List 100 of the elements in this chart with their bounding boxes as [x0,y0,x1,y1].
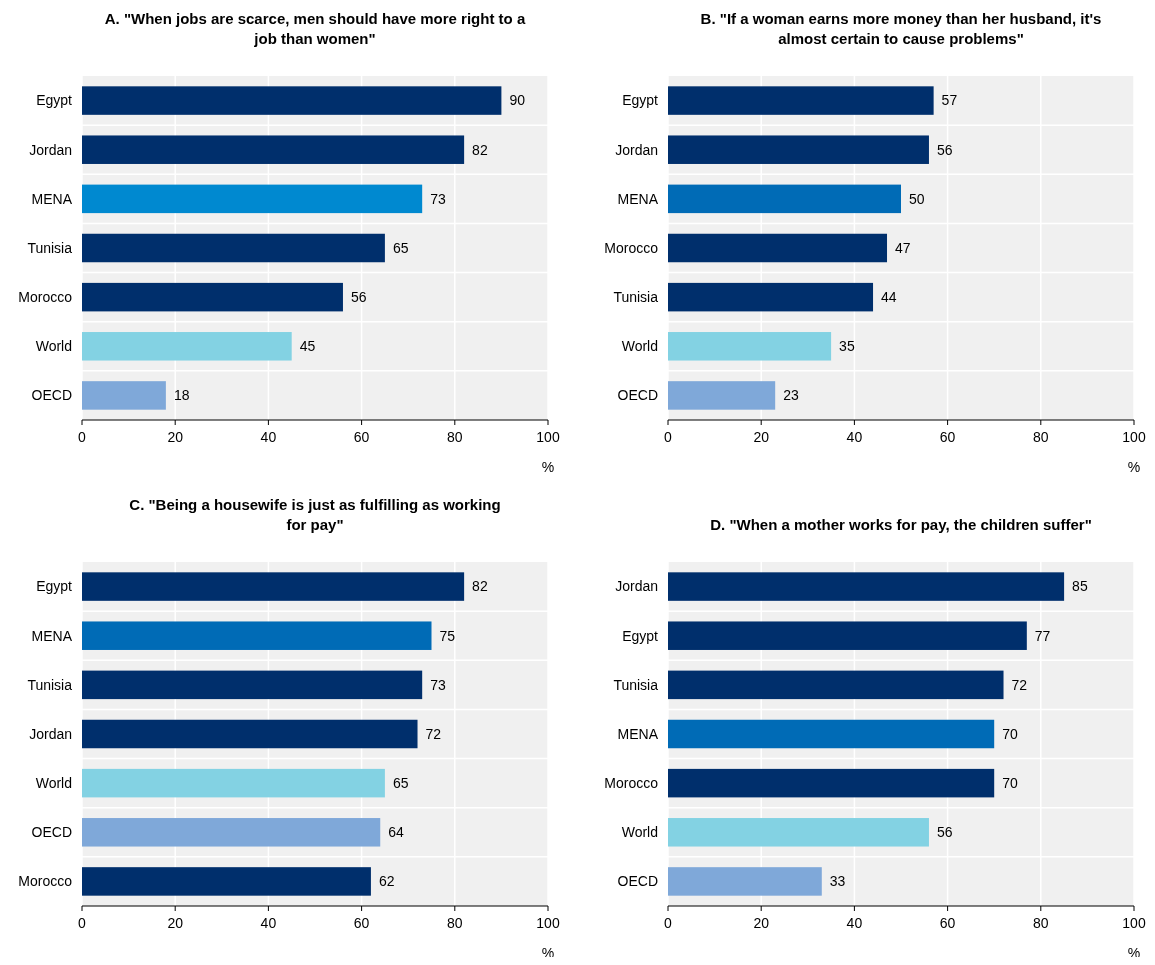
x-tick-label: 100 [1122,915,1146,931]
x-tick-label: 40 [260,429,277,445]
x-tick-label: 80 [447,429,463,445]
data-label: 72 [1011,676,1028,693]
data-label: 77 [1034,627,1051,644]
y-tick-label: Tunisia [613,676,659,693]
chart-title: D. "When a mother works for pay, the children suffer" [710,516,1092,533]
y-tick-label: MENA [617,190,659,207]
y-tick-label: World [35,338,72,355]
data-label: 70 [1002,725,1018,742]
bar [668,621,1027,650]
data-label: 56 [936,824,953,841]
data-label: 50 [909,190,925,207]
bar [82,135,465,164]
bar [82,332,292,361]
y-tick-label: Tunisia [613,289,659,306]
bar [82,282,343,312]
y-tick-label: OECD [31,824,72,841]
y-tick-label: Egypt [622,92,659,109]
y-tick-label: Tunisia [27,239,73,256]
bar [82,719,418,749]
data-label: 85 [1072,578,1088,595]
data-label: 75 [439,627,456,644]
bar [82,572,465,601]
data-label: 64 [388,824,405,841]
x-axis-title: % [541,459,555,475]
chart-title: B. "If a woman earns more money than her husband, it's almost certain to cause problems" [700,10,1102,47]
bar [82,184,423,214]
y-tick-label: World [621,824,658,841]
x-tick-label: 20 [753,915,770,931]
y-tick-label: World [35,775,72,792]
bar [668,332,832,361]
y-tick-label: Egypt [36,92,73,109]
chart-title: A. "When jobs are scarce, men should have more right to a job than women" [104,10,526,47]
data-label: 73 [430,190,446,207]
x-tick-label: 60 [353,915,370,931]
data-label: 62 [378,873,395,890]
x-tick-label: 0 [664,915,673,931]
x-tick-label: 100 [536,429,560,445]
bar [82,86,502,115]
y-tick-label: OECD [617,387,658,404]
data-label: 45 [299,338,316,355]
data-label: 47 [895,239,911,256]
bar [668,184,901,214]
x-tick-label: 60 [353,429,370,445]
x-tick-label: 80 [1033,915,1049,931]
bar [82,670,423,700]
data-label: 56 [350,289,367,306]
y-tick-label: MENA [617,725,659,742]
x-tick-label: 100 [536,915,560,931]
bar [82,621,432,650]
x-tick-label: 60 [939,915,956,931]
bar [82,867,371,896]
x-tick-label: 80 [1033,429,1049,445]
bar [82,381,166,410]
y-tick-label: Jordan [615,578,658,595]
y-tick-label: Jordan [29,725,72,742]
bar [668,818,929,847]
data-label: 23 [783,387,799,404]
data-label: 70 [1002,775,1018,792]
x-tick-label: 60 [939,429,956,445]
data-label: 90 [509,92,526,109]
data-label: 73 [430,676,446,693]
data-label: 56 [936,141,953,158]
data-label: 82 [472,578,488,595]
bar [668,135,929,164]
y-tick-label: Egypt [622,627,659,644]
y-tick-label: OECD [617,873,658,890]
x-tick-label: 100 [1122,429,1146,445]
y-tick-label: Morocco [18,873,73,890]
data-label: 35 [839,338,855,355]
x-tick-label: 40 [260,915,277,931]
bar [668,282,874,312]
y-tick-label: MENA [31,627,73,644]
data-label: 72 [425,725,442,742]
x-tick-label: 0 [78,429,87,445]
data-label: 82 [472,141,488,158]
data-label: 33 [829,873,846,890]
x-tick-label: 20 [167,915,184,931]
bar [82,233,385,263]
y-tick-label: World [621,338,658,355]
x-tick-label: 40 [846,915,863,931]
x-tick-label: 0 [78,915,87,931]
data-label: 44 [881,289,897,306]
x-tick-label: 40 [846,429,863,445]
y-tick-label: MENA [31,190,73,207]
y-tick-label: Morocco [604,775,659,792]
y-tick-label: Morocco [18,289,73,306]
data-label: 57 [941,92,958,109]
y-tick-label: Jordan [615,141,658,158]
y-tick-label: Tunisia [27,676,73,693]
bar [82,768,385,798]
x-tick-label: 0 [664,429,673,445]
y-tick-label: Morocco [604,239,659,256]
bar [668,381,776,410]
data-label: 65 [392,239,409,256]
y-tick-label: OECD [31,387,72,404]
chart-title: C. "Being a housewife is just as fulfilling as working for pay" [129,496,501,533]
bar [668,86,934,115]
bar [668,719,995,749]
